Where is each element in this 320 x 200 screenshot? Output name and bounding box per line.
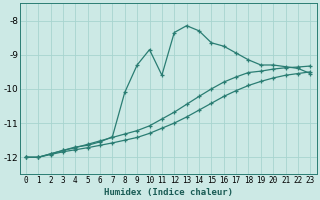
X-axis label: Humidex (Indice chaleur): Humidex (Indice chaleur)	[104, 188, 233, 197]
